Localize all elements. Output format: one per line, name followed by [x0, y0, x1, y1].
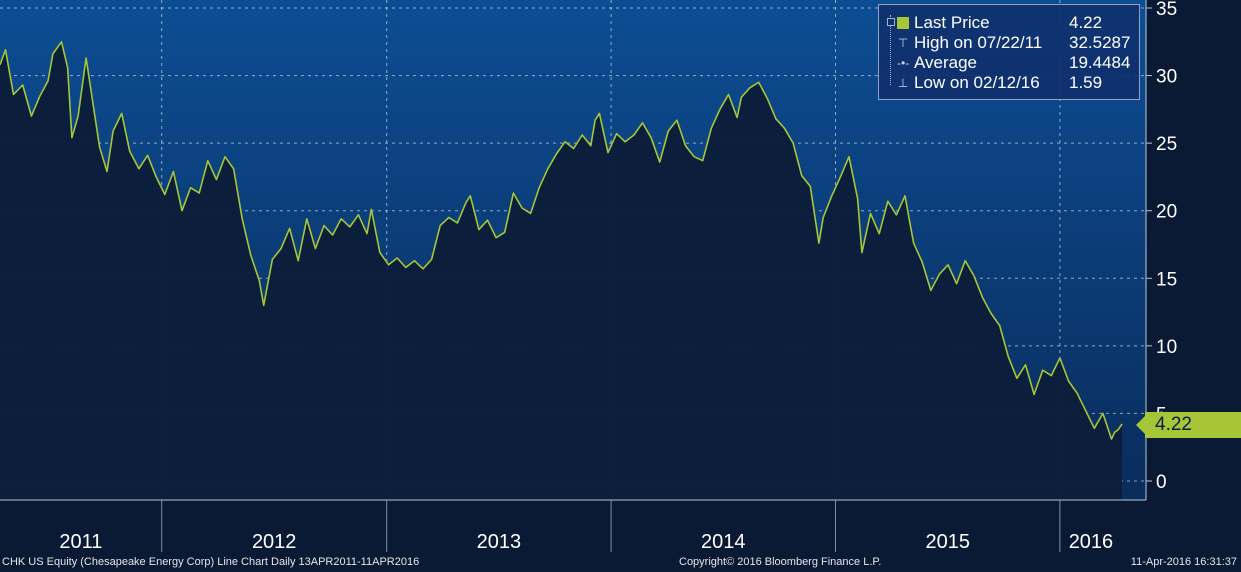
tag-pointer-icon: [1136, 416, 1145, 434]
legend-value: 32.5287: [1069, 33, 1131, 52]
price-area-fill: [0, 41, 1122, 501]
y-tick-label: 25: [1156, 134, 1177, 155]
last-price-tag-label: 4.22: [1155, 414, 1192, 435]
y-tick-label: 15: [1156, 269, 1177, 290]
legend-name: Average: [914, 53, 978, 72]
x-tick-label: 2015: [925, 531, 970, 553]
x-tick-label: 2011: [59, 531, 102, 553]
last-price-line: [0, 41, 1123, 440]
legend-row-last-price: Last Price 4.22: [879, 13, 1139, 33]
y-tick-label: 10: [1156, 337, 1177, 358]
legend-value: 4.22: [1069, 13, 1103, 32]
legend-box: Last Price 4.22 ⊤ High on 07/22/11 32.52…: [878, 4, 1140, 100]
legend-tree-line: [890, 15, 892, 85]
legend-value: 19.4484: [1069, 53, 1131, 72]
footer-copyright: Copyright© 2016 Bloomberg Finance L.P.: [679, 556, 882, 568]
x-tick-label: 2013: [477, 531, 522, 553]
low-marker-icon: ⊥: [897, 76, 909, 90]
y-tick-label: 0: [1156, 472, 1167, 493]
high-marker-icon: ⊤: [897, 36, 909, 50]
collapse-icon[interactable]: [887, 18, 895, 26]
legend-name: Low on 02/12/16: [914, 73, 1040, 92]
legend-row-high: ⊤ High on 07/22/11 32.5287: [879, 33, 1139, 53]
y-tick-label: 35: [1156, 0, 1177, 20]
y-tick-label: 20: [1156, 202, 1177, 223]
green-square-icon: [897, 17, 909, 29]
last-price-tag: 4.22: [1136, 412, 1241, 438]
footer-timestamp: 11-Apr-2016 16:31:37: [1130, 556, 1237, 568]
legend-row-low: ⊥ Low on 02/12/16 1.59: [879, 73, 1139, 93]
footer-security-description: CHK US Equity (Chesapeake Energy Corp) L…: [2, 556, 420, 568]
legend-name: High on 07/22/11: [914, 33, 1043, 52]
x-tick-label: 2014: [701, 531, 746, 553]
legend-name: Last Price: [914, 13, 990, 32]
legend-row-average: -•- Average 19.4484: [879, 53, 1139, 73]
x-axis-ticks: 2011 2012 2013 2014 2015 2016: [59, 500, 1113, 553]
average-marker-icon: -•-: [897, 56, 910, 70]
legend-value: 1.59: [1069, 73, 1103, 92]
x-tick-label: 2016: [1069, 531, 1114, 553]
x-tick-label: 2012: [252, 531, 297, 553]
y-tick-label: 30: [1156, 67, 1177, 88]
